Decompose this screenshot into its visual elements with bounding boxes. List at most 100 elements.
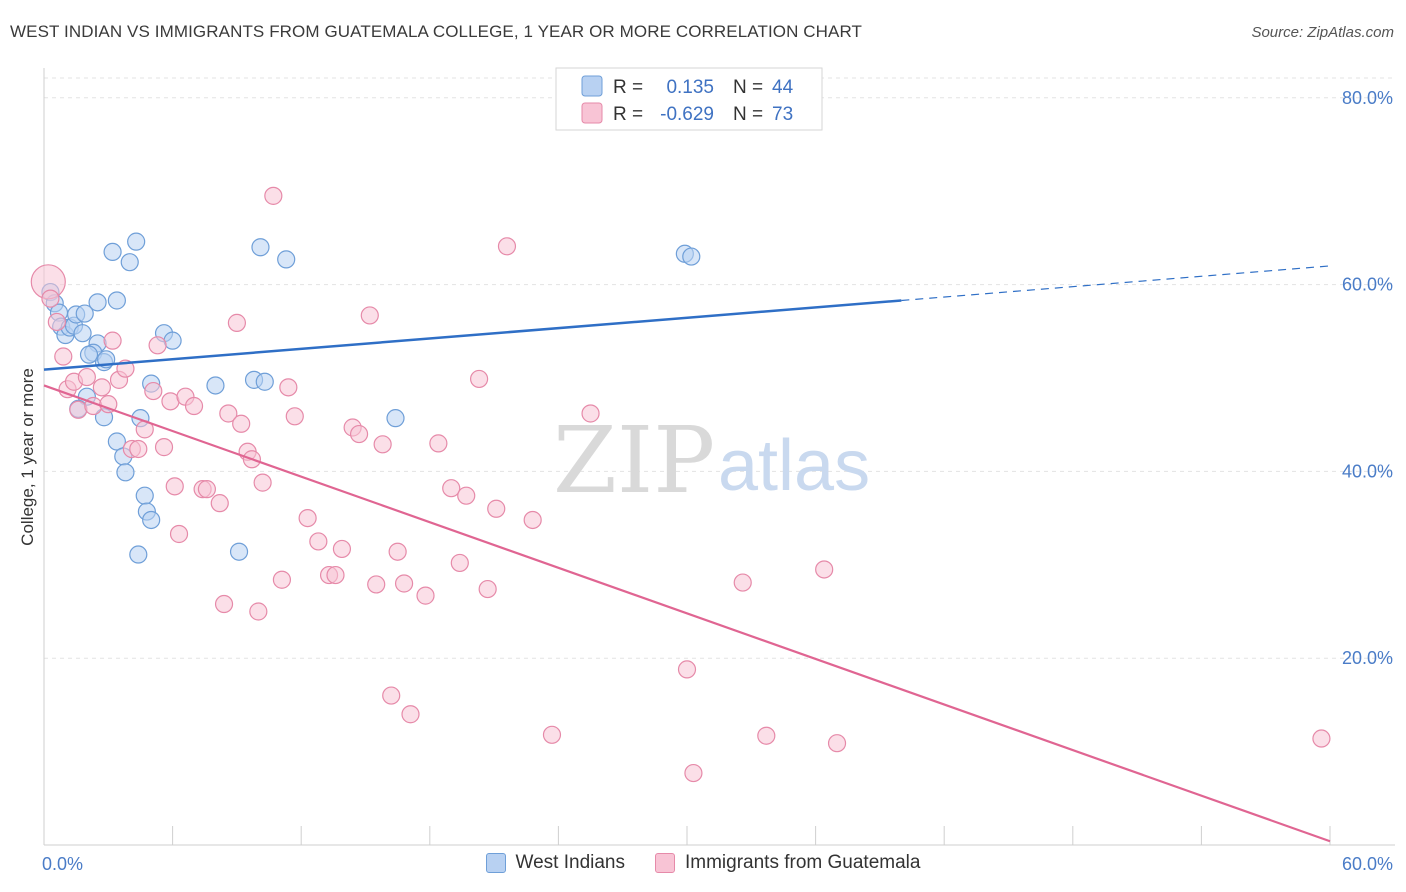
west-indians-point-30 bbox=[107, 432, 126, 451]
watermark: ZIP atlas bbox=[553, 407, 870, 514]
legend-r-label-blue: R = bbox=[613, 77, 643, 98]
guatemala-point-20 bbox=[161, 392, 180, 411]
guatemala-point-17 bbox=[144, 381, 163, 401]
guatemala-point-21 bbox=[165, 477, 184, 496]
legend-n-value-pink: 73 bbox=[772, 104, 793, 125]
trend-lines bbox=[43, 265, 1331, 843]
guatemala-point-48 bbox=[382, 686, 401, 705]
guatemala-point-50 bbox=[394, 574, 414, 593]
west-indians-point-40 bbox=[386, 409, 405, 428]
y-axis-label: College, 1 year or more bbox=[18, 368, 37, 546]
legend-n-label-pink: N = bbox=[733, 104, 763, 125]
guatemala-point-49 bbox=[388, 542, 407, 561]
guatemala-point-35 bbox=[272, 570, 292, 589]
guatemala-point-26 bbox=[197, 480, 216, 499]
guatemala-point-28 bbox=[219, 404, 238, 423]
bottom-legend-label-guatemala: Immigrants from Guatemala bbox=[685, 852, 921, 873]
guatemala-point-44 bbox=[349, 424, 369, 444]
guatemala-point-3 bbox=[54, 347, 73, 366]
watermark-zip: ZIP bbox=[553, 407, 715, 514]
guatemala-point-27 bbox=[210, 494, 229, 513]
guatemala-trend-line bbox=[43, 384, 1331, 843]
guatemala-point-58 bbox=[478, 579, 497, 599]
guatemala-point-46 bbox=[367, 575, 386, 594]
guatemala-point-51 bbox=[401, 705, 420, 724]
west-indians-point-16 bbox=[163, 331, 182, 350]
guatemala-point-6 bbox=[69, 400, 88, 419]
guatemala-point-30 bbox=[232, 414, 251, 433]
guatemala-point-39 bbox=[309, 532, 328, 551]
guatemala-point-52 bbox=[416, 586, 435, 605]
guatemala-point-2 bbox=[47, 312, 66, 332]
legend-n-label-blue: N = bbox=[733, 77, 763, 98]
west-indians-point-35 bbox=[142, 510, 161, 530]
guatemala-points bbox=[30, 186, 1331, 783]
guatemala-point-1 bbox=[41, 289, 60, 308]
guatemala-point-71 bbox=[249, 602, 268, 621]
guatemala-point-64 bbox=[677, 660, 697, 679]
guatemala-point-54 bbox=[442, 479, 461, 498]
guatemala-point-33 bbox=[253, 473, 272, 492]
bottom-legend-item-guatemala: Immigrants from Guatemala bbox=[655, 852, 920, 874]
guatemala-point-9 bbox=[92, 378, 111, 397]
west-indians-point-42 bbox=[682, 247, 701, 266]
west-indians-point-13 bbox=[120, 253, 139, 272]
guatemala-point-61 bbox=[523, 510, 542, 530]
west-indians-point-38 bbox=[251, 238, 270, 257]
west-indians-point-33 bbox=[135, 486, 154, 505]
guatemala-point-62 bbox=[542, 725, 562, 744]
legend-swatch-pink bbox=[581, 102, 603, 124]
guatemala-point-24 bbox=[184, 396, 204, 416]
west-indians-point-10 bbox=[88, 293, 107, 312]
guatemala-point-53 bbox=[429, 434, 448, 453]
west-indians-point-37 bbox=[229, 542, 249, 561]
guatemala-point-57 bbox=[469, 369, 489, 389]
guatemala-point-66 bbox=[733, 573, 752, 592]
guatemala-point-42 bbox=[332, 539, 352, 559]
y-tick-label-60: 60.0% bbox=[1342, 275, 1393, 295]
guatemala-point-37 bbox=[285, 407, 304, 426]
guatemala-point-38 bbox=[298, 508, 317, 528]
guatemala-point-60 bbox=[497, 237, 517, 256]
guatemala-point-69 bbox=[827, 734, 847, 753]
guatemala-point-63 bbox=[581, 404, 600, 423]
guatemala-point-47 bbox=[373, 435, 392, 454]
y-tick-label-40: 40.0% bbox=[1342, 461, 1393, 481]
bottom-legend-swatch-pink bbox=[655, 853, 675, 873]
west-indians-point-36 bbox=[129, 545, 148, 564]
west-indians-point-20 bbox=[79, 345, 99, 364]
y-tick-labels: 20.0% 40.0% 60.0% 80.0% bbox=[1342, 88, 1393, 668]
west-indians-point-32 bbox=[116, 463, 135, 482]
bottom-legend-item-west-indians: West Indians bbox=[485, 852, 625, 874]
west-indians-point-39 bbox=[277, 250, 296, 269]
west-indians-point-14 bbox=[127, 232, 146, 251]
guatemala-point-65 bbox=[684, 763, 703, 783]
west-indians-trend-line bbox=[43, 299, 902, 371]
guatemala-point-72 bbox=[214, 594, 234, 614]
y-tick-label-80: 80.0% bbox=[1342, 88, 1393, 108]
guatemala-point-34 bbox=[264, 186, 283, 205]
guatemala-point-7 bbox=[77, 367, 96, 387]
grid-lines bbox=[44, 77, 1395, 659]
guatemala-point-11 bbox=[103, 331, 122, 350]
legend-box: R = 0.135 N = 44 R = -0.629 N = 73 bbox=[555, 67, 823, 131]
watermark-atlas: atlas bbox=[718, 426, 870, 506]
west-indians-point-12 bbox=[107, 291, 126, 310]
bottom-legend-swatch-blue bbox=[485, 853, 506, 873]
guatemala-point-22 bbox=[169, 524, 189, 544]
source-label: Source: ZipAtlas.com bbox=[1251, 24, 1394, 41]
bottom-legend: West Indians Immigrants from Guatemala bbox=[0, 852, 1406, 874]
chart-title: WEST INDIAN VS IMMIGRANTS FROM GUATEMALA… bbox=[10, 22, 863, 41]
west-indians-point-27 bbox=[206, 376, 225, 395]
guatemala-point-19 bbox=[154, 438, 174, 457]
legend-r-value-blue: 0.135 bbox=[666, 77, 714, 98]
legend-n-value-blue: 44 bbox=[772, 77, 794, 98]
axes bbox=[43, 68, 1395, 846]
west-indians-point-8 bbox=[75, 304, 94, 323]
x-axis-ticks bbox=[43, 826, 1331, 845]
west-indians-point-9 bbox=[73, 324, 92, 343]
bottom-legend-label-west-indians: West Indians bbox=[515, 852, 625, 873]
guatemala-point-67 bbox=[757, 726, 776, 745]
west-indians-trend-extension bbox=[901, 265, 1331, 302]
